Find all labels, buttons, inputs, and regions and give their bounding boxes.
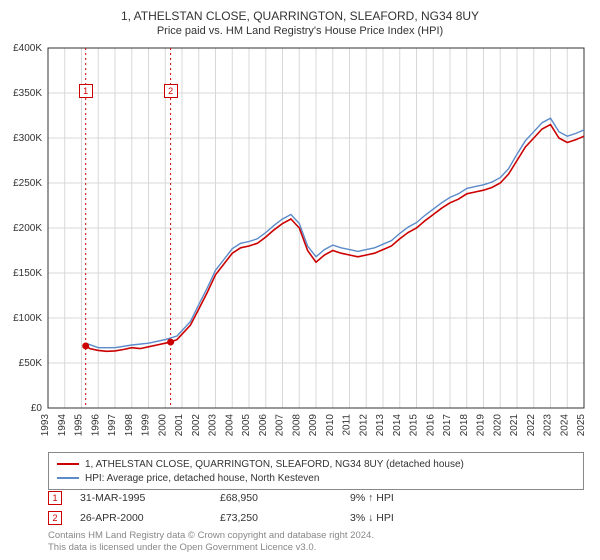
svg-text:2017: 2017: [442, 414, 453, 437]
svg-text:2001: 2001: [174, 414, 185, 437]
svg-text:2016: 2016: [425, 414, 436, 437]
svg-text:2018: 2018: [459, 414, 470, 437]
svg-text:2023: 2023: [543, 414, 554, 437]
svg-text:2003: 2003: [208, 414, 219, 437]
marker-date: 31-MAR-1995: [80, 492, 220, 504]
marker-badge: 2: [48, 511, 62, 525]
svg-text:1997: 1997: [107, 414, 118, 437]
svg-text:2009: 2009: [308, 414, 319, 437]
marker-badge: 1: [48, 491, 62, 505]
svg-text:2020: 2020: [492, 414, 503, 437]
chart-marker-badge: 2: [164, 84, 178, 98]
svg-text:£50K: £50K: [19, 358, 43, 369]
svg-text:2000: 2000: [157, 414, 168, 437]
marker-delta: 3% ↓ HPI: [350, 512, 470, 524]
svg-text:£250K: £250K: [13, 178, 42, 189]
chart-title: 1, ATHELSTAN CLOSE, QUARRINGTON, SLEAFOR…: [0, 0, 600, 25]
legend-swatch-2: [57, 477, 79, 479]
license-line-2: This data is licensed under the Open Gov…: [48, 542, 374, 554]
svg-text:2012: 2012: [358, 414, 369, 437]
svg-text:2004: 2004: [224, 414, 235, 437]
svg-text:1996: 1996: [90, 414, 101, 437]
marker-row: 2 26-APR-2000£73,2503% ↓ HPI: [48, 508, 584, 528]
svg-text:£100K: £100K: [13, 313, 42, 324]
chart-subtitle: Price paid vs. HM Land Registry's House …: [0, 25, 600, 43]
svg-text:£200K: £200K: [13, 223, 42, 234]
legend-box: 1, ATHELSTAN CLOSE, QUARRINGTON, SLEAFOR…: [48, 452, 584, 490]
svg-text:2025: 2025: [576, 414, 587, 437]
svg-text:1995: 1995: [74, 414, 85, 437]
legend-row-series1: 1, ATHELSTAN CLOSE, QUARRINGTON, SLEAFOR…: [57, 457, 575, 471]
svg-text:2021: 2021: [509, 414, 520, 437]
legend-swatch-1: [57, 463, 79, 465]
legend-row-series2: HPI: Average price, detached house, Nort…: [57, 471, 575, 485]
chart-marker-badge: 1: [79, 84, 93, 98]
marker-price: £68,950: [220, 492, 350, 504]
svg-text:1999: 1999: [141, 414, 152, 437]
marker-delta: 9% ↑ HPI: [350, 492, 470, 504]
svg-text:2008: 2008: [291, 414, 302, 437]
svg-text:2005: 2005: [241, 414, 252, 437]
svg-text:2015: 2015: [409, 414, 420, 437]
svg-text:2014: 2014: [392, 414, 403, 437]
markers-table: 1 31-MAR-1995£68,9509% ↑ HPI 2 26-APR-2000£…: [48, 488, 584, 528]
svg-text:2007: 2007: [275, 414, 286, 437]
legend-label-2: HPI: Average price, detached house, Nort…: [85, 473, 319, 484]
legend-label-1: 1, ATHELSTAN CLOSE, QUARRINGTON, SLEAFOR…: [85, 459, 464, 470]
svg-text:2006: 2006: [258, 414, 269, 437]
license-text: Contains HM Land Registry data © Crown c…: [48, 530, 374, 555]
svg-text:1994: 1994: [57, 414, 68, 437]
marker-date: 26-APR-2000: [80, 512, 220, 524]
marker-row: 1 31-MAR-1995£68,9509% ↑ HPI: [48, 488, 584, 508]
license-line-1: Contains HM Land Registry data © Crown c…: [48, 530, 374, 542]
svg-text:£150K: £150K: [13, 268, 42, 279]
svg-text:2002: 2002: [191, 414, 202, 437]
svg-text:1998: 1998: [124, 414, 135, 437]
svg-text:£0: £0: [31, 403, 43, 414]
svg-text:2010: 2010: [325, 414, 336, 437]
svg-text:£400K: £400K: [13, 43, 42, 54]
svg-text:£350K: £350K: [13, 88, 42, 99]
svg-text:£300K: £300K: [13, 133, 42, 144]
svg-text:2022: 2022: [526, 414, 537, 437]
svg-text:2011: 2011: [342, 414, 353, 436]
svg-text:2013: 2013: [375, 414, 386, 437]
svg-text:1993: 1993: [40, 414, 51, 437]
price-chart: £0£50K£100K£150K£200K£250K£300K£350K£400…: [48, 48, 584, 408]
svg-text:2024: 2024: [559, 414, 570, 437]
marker-price: £73,250: [220, 512, 350, 524]
svg-text:2019: 2019: [476, 414, 487, 437]
